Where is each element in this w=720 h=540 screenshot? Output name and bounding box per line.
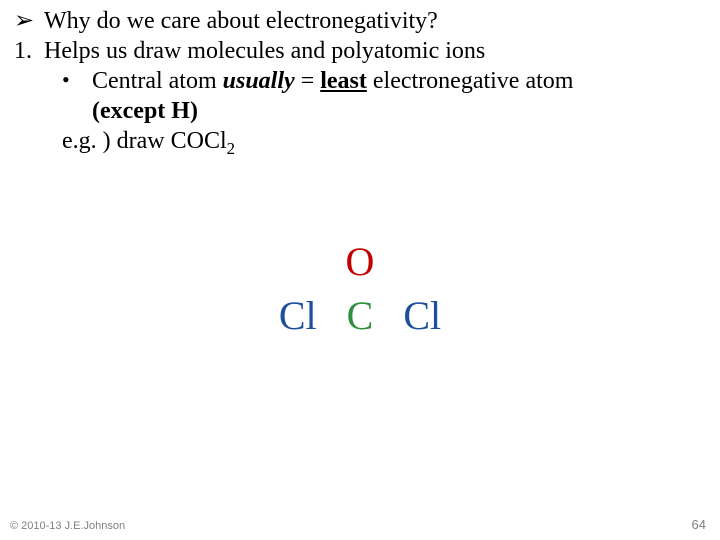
- point-1-text: Helps us draw molecules and polyatomic i…: [44, 36, 485, 66]
- sub-d: (except H): [92, 98, 198, 124]
- example-subscript: 2: [227, 139, 235, 158]
- arrow-bullet-icon: ➢: [14, 6, 44, 36]
- sub-usually: usually: [223, 68, 295, 94]
- numbered-point-1: 1. Helps us draw molecules and polyatomi…: [14, 36, 706, 66]
- molecule-top-row: O: [0, 238, 720, 285]
- dot-bullet-icon: •: [62, 66, 92, 94]
- sub-a: Central atom: [92, 68, 223, 94]
- sub-point: • Central atom usually = least electrone…: [14, 66, 706, 126]
- sub-b: =: [295, 68, 321, 94]
- atom-chlorine-right: Cl: [403, 293, 441, 338]
- bullet-question: ➢ Why do we care about electronegativity…: [14, 6, 706, 36]
- example-label: e.g. ) draw COCl: [62, 128, 227, 154]
- question-text: Why do we care about electronegativity?: [44, 6, 438, 36]
- atom-chlorine-left: Cl: [279, 293, 317, 338]
- page-number: 64: [692, 517, 706, 532]
- molecule-bottom-row: Cl C Cl: [0, 292, 720, 339]
- number-bullet: 1.: [14, 36, 44, 66]
- atom-oxygen: O: [346, 239, 375, 284]
- sub-point-text: Central atom usually = least electronega…: [92, 66, 573, 126]
- example-line: e.g. ) draw COCl2: [14, 126, 706, 160]
- atom-carbon: C: [347, 293, 374, 338]
- copyright-footer: © 2010-13 J.E.Johnson: [10, 520, 125, 532]
- sub-least: least: [320, 68, 367, 94]
- sub-c: electronegative atom: [367, 68, 574, 94]
